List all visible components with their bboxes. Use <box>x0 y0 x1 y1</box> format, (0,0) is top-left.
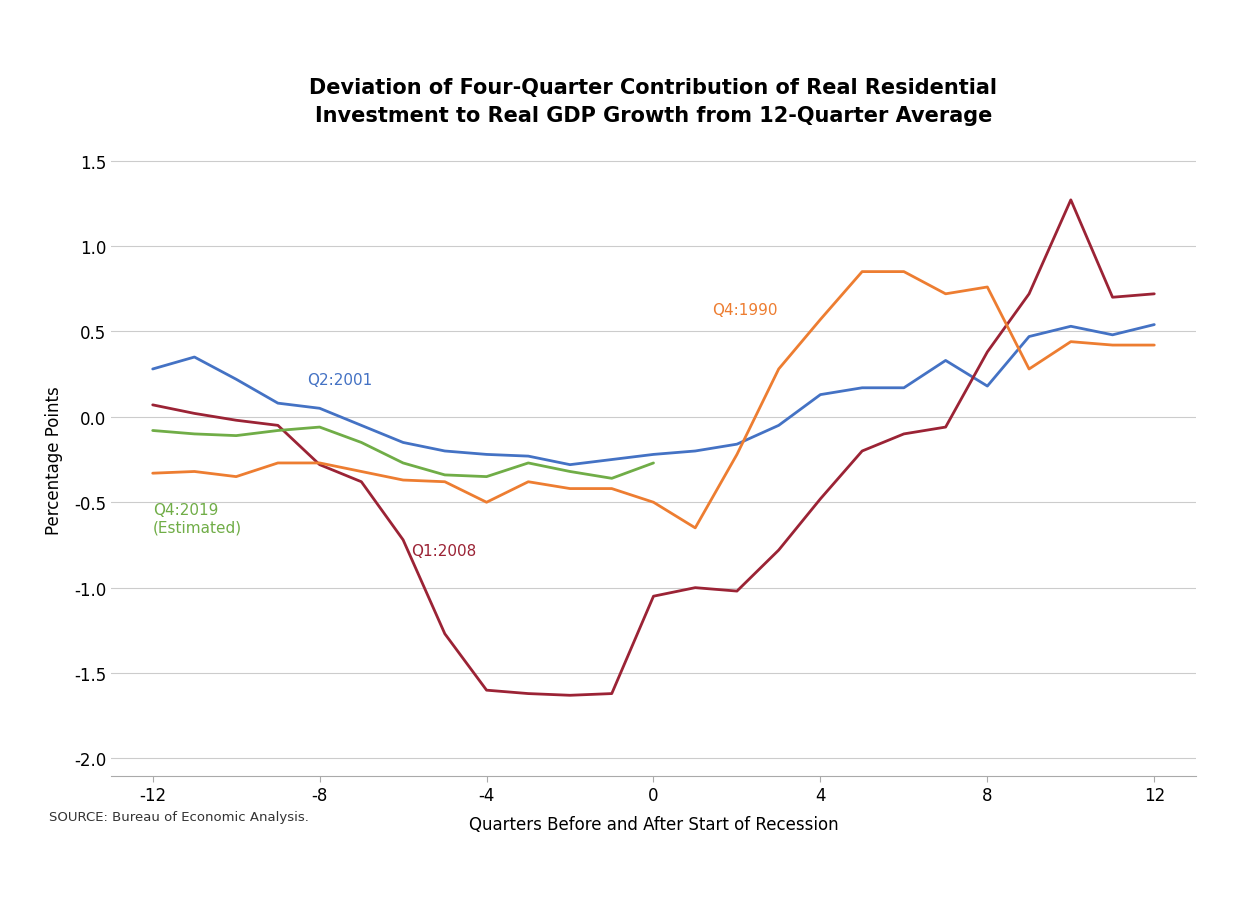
Title: Deviation of Four-Quarter Contribution of Real Residential
Investment to Real GD: Deviation of Four-Quarter Contribution o… <box>309 78 997 126</box>
Text: Q1:2008: Q1:2008 <box>412 543 477 558</box>
Text: F​EDERAL R​ESERVE B​ANK: F​EDERAL R​ESERVE B​ANK <box>37 864 292 881</box>
Y-axis label: Percentage Points: Percentage Points <box>44 386 63 534</box>
Text: SOURCE: Bureau of Economic Analysis.: SOURCE: Bureau of Economic Analysis. <box>49 810 309 823</box>
Text: Q2:2001: Q2:2001 <box>307 373 372 387</box>
Text: Federal Reserve Bank: Federal Reserve Bank <box>37 864 244 881</box>
Text: St. Louis: St. Louis <box>364 864 444 881</box>
Text: Q4:1990: Q4:1990 <box>711 302 778 318</box>
Text: of: of <box>327 864 343 881</box>
X-axis label: Quarters Before and After Start of Recession: Quarters Before and After Start of Reces… <box>469 815 838 833</box>
Text: Q4:2019
(Estimated): Q4:2019 (Estimated) <box>153 502 242 535</box>
